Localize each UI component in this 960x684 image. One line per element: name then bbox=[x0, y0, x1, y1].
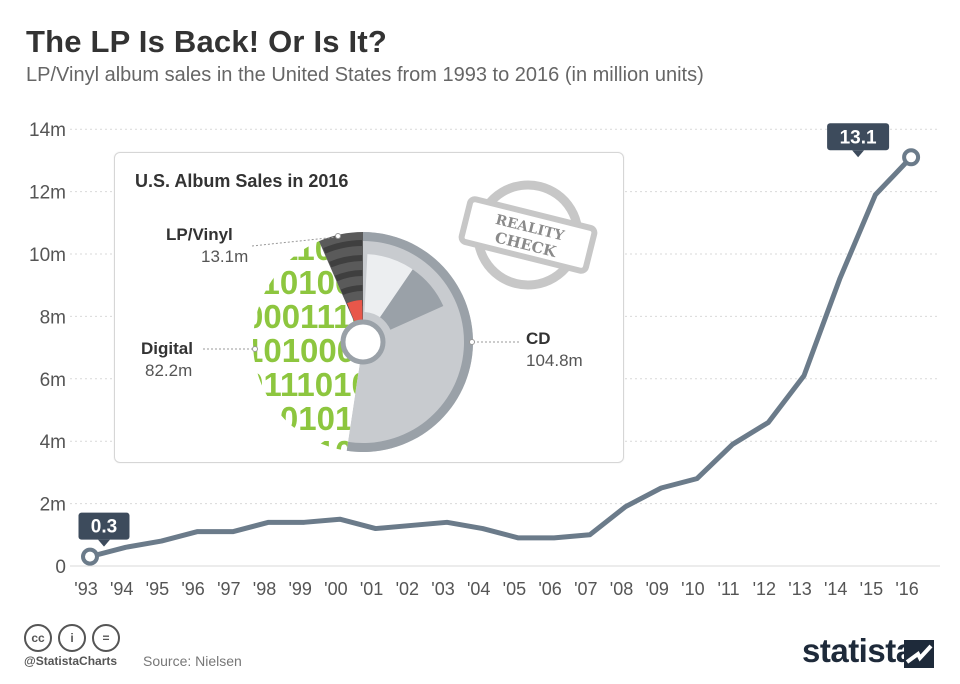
attribution-icon[interactable]: i bbox=[58, 624, 86, 652]
vinyl-groove bbox=[323, 240, 363, 254]
vinyl-groove bbox=[329, 255, 363, 268]
x-tick-label: '13 bbox=[788, 579, 811, 599]
x-tick-label: '04 bbox=[467, 579, 490, 599]
statista-logo-mark-icon bbox=[904, 640, 934, 668]
inset-panel: U.S. Album Sales in 2016 0111001 1101001 0… bbox=[114, 152, 624, 463]
pie-chart: 0111001110100100011101010001011101011010… bbox=[203, 180, 598, 452]
x-tick-label: '01 bbox=[360, 579, 383, 599]
creative-commons-icon[interactable]: cc bbox=[24, 624, 52, 652]
x-tick-label: '10 bbox=[681, 579, 704, 599]
y-tick-label: 2m bbox=[40, 495, 66, 516]
pie-label-digital-name: Digital bbox=[141, 339, 193, 358]
disc-hole bbox=[340, 319, 386, 365]
x-tick-label: '00 bbox=[324, 579, 347, 599]
x-tick-label: '12 bbox=[753, 579, 776, 599]
callout-start-label: 0.3 bbox=[91, 517, 117, 538]
x-tick-label: '15 bbox=[860, 579, 883, 599]
x-tick-label: '96 bbox=[181, 579, 204, 599]
x-tick-label: '16 bbox=[895, 579, 918, 599]
x-tick-label: '03 bbox=[431, 579, 454, 599]
x-tick-label: '98 bbox=[253, 579, 276, 599]
y-tick-label: 6m bbox=[40, 370, 66, 391]
y-tick-label: 0 bbox=[55, 557, 66, 578]
footer-source: Source: Nielsen bbox=[143, 653, 242, 669]
digital-texture-row: 0001110 bbox=[245, 298, 370, 335]
pie-label-vinyl-value: 13.1m bbox=[201, 247, 249, 266]
pie-label-cd-value: 104.8m bbox=[526, 351, 583, 370]
x-tick-label: '07 bbox=[574, 579, 597, 599]
callout-end-box bbox=[827, 123, 890, 151]
pie-label-cd-name: CD bbox=[526, 329, 551, 348]
x-tick-label: '08 bbox=[610, 579, 633, 599]
x-tick-label: '99 bbox=[288, 579, 311, 599]
x-tick-label: '06 bbox=[538, 579, 561, 599]
callout-start: 0.3 bbox=[78, 512, 130, 547]
y-tick-label: 10m bbox=[29, 245, 66, 266]
callout-start-box bbox=[78, 512, 130, 540]
y-tick-label: 14m bbox=[29, 120, 66, 141]
callout-end-pointer bbox=[852, 150, 865, 158]
digital-texture-row: 0111010 bbox=[245, 366, 370, 403]
x-tick-label: '14 bbox=[824, 579, 847, 599]
statista-logo[interactable]: statista bbox=[802, 632, 914, 669]
data-point-end bbox=[902, 148, 921, 167]
chart-subtitle: LP/Vinyl album sales in the United State… bbox=[26, 64, 704, 86]
vinyl-groove bbox=[340, 285, 363, 296]
vinyl-label bbox=[346, 300, 363, 324]
inset-title: U.S. Album Sales in 2016 bbox=[135, 171, 349, 191]
stamp-banner bbox=[458, 196, 598, 274]
x-tick-label: '02 bbox=[396, 579, 419, 599]
data-point-start bbox=[81, 547, 99, 566]
callout-start-pointer bbox=[98, 539, 110, 547]
y-tick-label: 12m bbox=[29, 183, 66, 204]
x-tick-label: '11 bbox=[718, 579, 740, 599]
pie-label-digital-value: 82.2m bbox=[145, 361, 193, 380]
line-series bbox=[87, 154, 914, 560]
footer-handle[interactable]: @StatistaCharts bbox=[24, 654, 118, 668]
leader-dot-digital bbox=[252, 346, 258, 352]
y-tick-label: 4m bbox=[40, 432, 66, 453]
callout-end: 13.1 bbox=[827, 123, 890, 158]
leader-dot-cd bbox=[469, 339, 475, 345]
x-tick-label: '93 bbox=[74, 579, 97, 599]
x-tick-label: '97 bbox=[217, 579, 240, 599]
license-icons: cc i = bbox=[24, 624, 120, 652]
vinyl-groove bbox=[334, 270, 363, 282]
x-tick-label: '94 bbox=[110, 579, 133, 599]
y-tick-label: 8m bbox=[40, 307, 66, 328]
chart-title: The LP Is Back! Or Is It? bbox=[26, 24, 388, 59]
cd-band bbox=[379, 269, 444, 330]
x-tick-label: '05 bbox=[503, 579, 526, 599]
leader-dot-vinyl bbox=[335, 233, 341, 239]
no-derivatives-icon[interactable]: = bbox=[92, 624, 120, 652]
x-tick-label: '95 bbox=[146, 579, 169, 599]
pie-slice-digital bbox=[253, 241, 361, 451]
callout-end-label: 13.1 bbox=[840, 127, 877, 148]
cd-shine bbox=[364, 254, 423, 321]
x-tick-label: '09 bbox=[645, 579, 668, 599]
pie-label-vinyl-name: LP/Vinyl bbox=[166, 225, 233, 244]
